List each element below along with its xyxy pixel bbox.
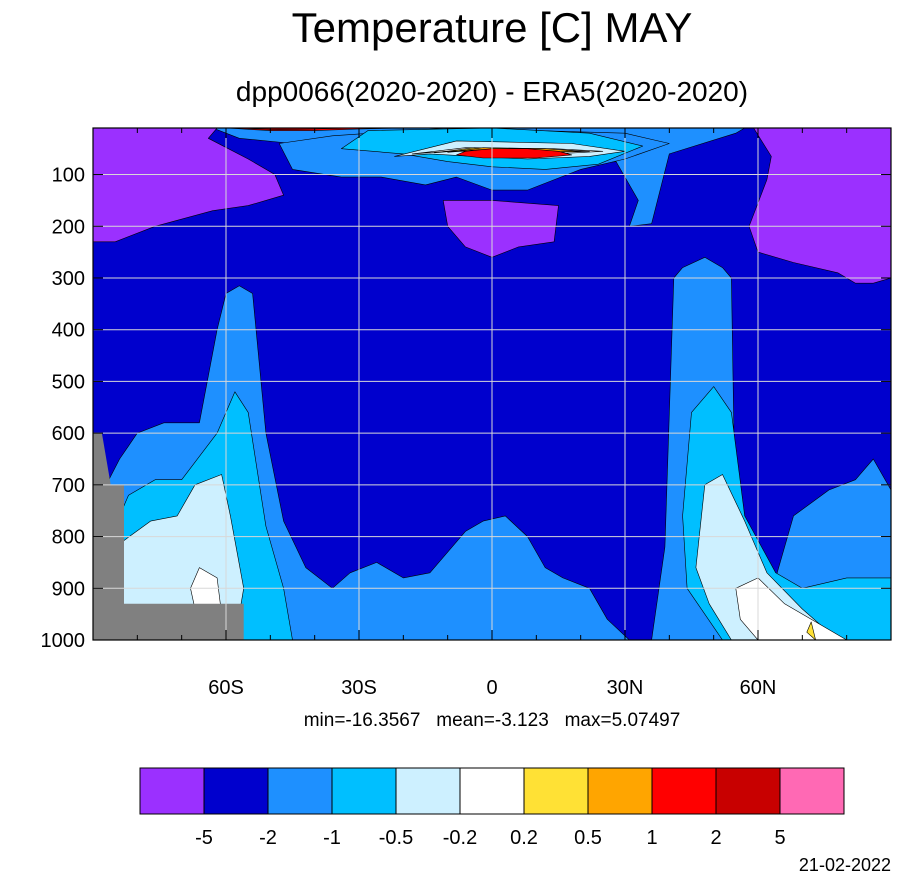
colorbar-level-label: -2 xyxy=(259,827,277,849)
colorbar-swatch xyxy=(715,767,781,815)
date-stamp: 21-02-2022 xyxy=(798,855,891,875)
colorbar-level-label: 2 xyxy=(710,827,721,849)
y-tick-label: 700 xyxy=(52,475,85,497)
colorbar-level-label: -5 xyxy=(195,827,213,849)
colorbar-level-label: -0.2 xyxy=(443,827,477,849)
y-tick-label: 500 xyxy=(52,371,85,393)
colorbar-swatch xyxy=(203,767,269,815)
colorbar-level-label: -1 xyxy=(323,827,341,849)
colorbar-swatch xyxy=(395,767,461,815)
y-tick-label: 600 xyxy=(52,423,85,445)
y-tick-label: 400 xyxy=(52,320,85,342)
colorbar-swatch xyxy=(459,767,525,815)
contour-upper-tropical-max xyxy=(456,148,573,159)
colorbar-level-label: 0.2 xyxy=(510,827,538,849)
y-tick-labels: 100 200 300 400 500 600 700 800 900 1000 xyxy=(41,165,86,652)
colorbar-swatch xyxy=(587,767,653,815)
x-tick-label: 0 xyxy=(486,677,497,699)
axis-ticks xyxy=(93,128,891,641)
chart-subtitle: dpp0066(2020-2020) - ERA5(2020-2020) xyxy=(235,76,749,107)
contour-equatorial-upper-cold xyxy=(442,200,559,258)
colorbar-swatch xyxy=(331,767,397,815)
colorbar-swatch xyxy=(651,767,717,815)
colorbar-swatch xyxy=(139,767,205,815)
x-tick-labels: 60S 30S 0 30N 60N xyxy=(208,677,776,699)
x-tick-label: 60N xyxy=(740,677,777,699)
colorbar-swatch xyxy=(779,767,845,815)
contour-southern-upper-cold xyxy=(93,128,284,243)
contour-northern-spot xyxy=(735,577,848,640)
colorbar-swatch xyxy=(267,767,333,815)
y-tick-label: 100 xyxy=(52,165,85,187)
colorbar-level-label: 0.5 xyxy=(574,827,602,849)
colorbar-level-label: -0.5 xyxy=(379,827,413,849)
grid-lines xyxy=(93,128,891,640)
y-tick-label: 1000 xyxy=(41,630,86,652)
stat-min: min=-16.3567 xyxy=(303,710,421,731)
chart-title: Temperature [C] MAY xyxy=(291,4,693,51)
x-tick-label: 30S xyxy=(341,677,377,699)
colorbar-level-label: 5 xyxy=(774,827,785,849)
x-tick-label: 60S xyxy=(208,677,244,699)
stat-mean: mean=-3.123 xyxy=(436,710,549,731)
y-tick-label: 200 xyxy=(52,216,85,238)
y-tick-label: 800 xyxy=(52,527,85,549)
colorbar-swatch xyxy=(523,767,589,815)
x-tick-label: 30N xyxy=(607,677,644,699)
colorbar: -5 -2 -1 -0.5 -0.2 0.2 0.5 1 2 5 xyxy=(139,767,845,849)
y-tick-label: 300 xyxy=(52,268,85,290)
field-statistics: min=-16.3567 mean=-3.123 max=5.07497 xyxy=(0,710,901,732)
stat-max: max=5.07497 xyxy=(564,710,681,731)
contour-northern-upper-cold xyxy=(748,128,891,284)
y-tick-label: 900 xyxy=(52,578,85,600)
contour-northern-spot-yellow xyxy=(806,621,816,640)
colorbar-level-label: 1 xyxy=(646,827,657,849)
